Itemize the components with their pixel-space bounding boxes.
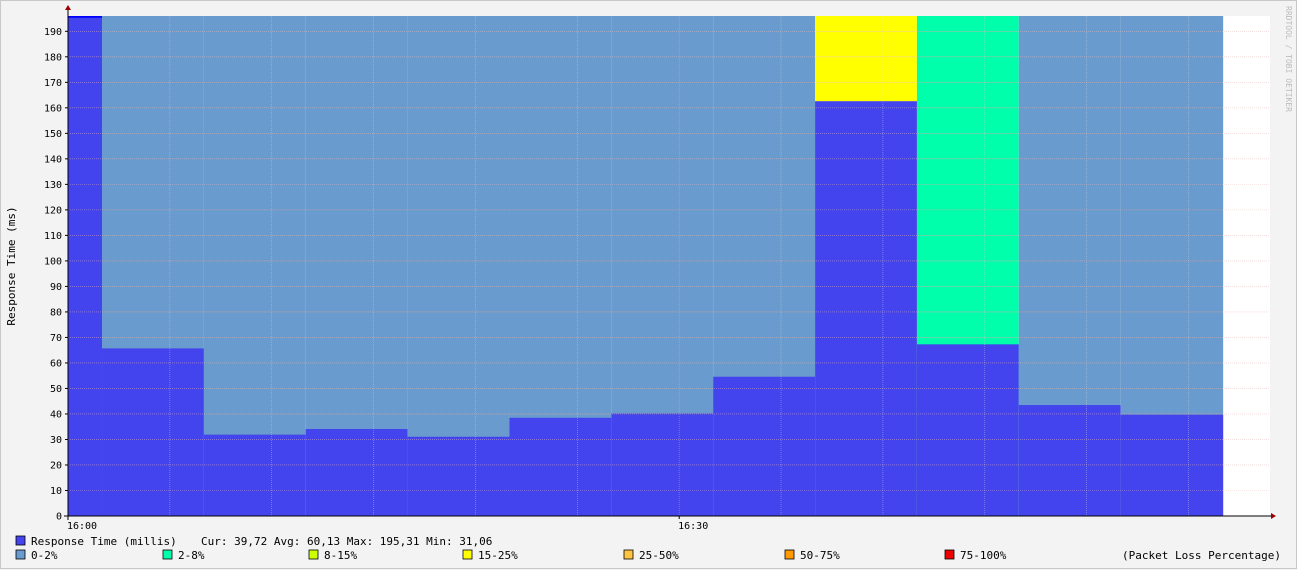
loss-bar-4 — [407, 16, 510, 516]
y-tick-label-150: 150 — [44, 129, 62, 140]
legend-swatch-loss-6 — [944, 549, 955, 560]
x-tick-label-1: 16:30 — [678, 521, 708, 532]
legend-loss-label-3: 15-25% — [478, 549, 518, 562]
y-tick-label-0: 0 — [56, 512, 62, 523]
loss-bars — [68, 16, 1224, 517]
legend-swatch-loss-3 — [462, 549, 473, 560]
x-axis-arrow — [1271, 513, 1276, 519]
legend-response-stats: Cur: 39,72 Avg: 60,13 Max: 195,31 Min: 3… — [201, 535, 492, 548]
response-bar-4 — [407, 436, 510, 516]
legend-swatch-response — [15, 535, 26, 546]
loss-bar-2 — [203, 16, 306, 516]
response-bar-11 — [1120, 414, 1224, 516]
response-bar-8 — [815, 101, 917, 517]
legend-swatch-loss-1 — [162, 549, 173, 560]
y-tick-label-70: 70 — [50, 333, 62, 344]
x-tick-label-0: 16:00 — [67, 521, 97, 532]
legend-loss-label-1: 2-8% — [178, 549, 205, 562]
legend-loss-caption: (Packet Loss Percentage) — [1122, 549, 1281, 562]
watermark: RRDTOOL / TOBI OETIKER — [1284, 6, 1293, 112]
response-bar-7 — [713, 376, 816, 516]
y-tick-label-170: 170 — [44, 78, 62, 89]
y-tick-label-180: 180 — [44, 52, 62, 63]
x-tick-labels: 16:00 16:30 — [67, 516, 708, 532]
y-tick-label-40: 40 — [50, 409, 62, 420]
grid-lines — [68, 16, 1270, 516]
legend-loss-label-5: 50-75% — [800, 549, 840, 562]
y-tick-label-50: 50 — [50, 384, 62, 395]
response-bar-5 — [509, 417, 612, 516]
response-bar-0 — [68, 17, 103, 517]
y-tick-label-190: 190 — [44, 27, 62, 38]
legend-swatch-loss-2 — [308, 549, 319, 560]
response-bar-9 — [916, 344, 1019, 516]
legend-loss-label-4: 25-50% — [639, 549, 679, 562]
y-tick-label-60: 60 — [50, 358, 62, 369]
y-tick-label-120: 120 — [44, 205, 62, 216]
legend: Response Time (millis) Cur: 39,72 Avg: 6… — [15, 535, 1281, 562]
y-tick-label-140: 140 — [44, 154, 62, 165]
y-tick-label-10: 10 — [50, 486, 62, 497]
y-tick-label-90: 90 — [50, 282, 62, 293]
y-axis-label: Response Time (ms) — [5, 206, 18, 325]
axes — [64, 5, 1276, 520]
legend-loss-items: 0-2% 2-8% 8-15% 15-25% 25-50% 50-75% 75-100% — [15, 549, 1007, 562]
y-tick-label-100: 100 — [44, 256, 62, 267]
legend-loss-label-2: 8-15% — [324, 549, 357, 562]
response-bar-1 — [102, 348, 204, 516]
legend-loss-label-6: 75-100% — [960, 549, 1007, 562]
y-tick-label-30: 30 — [50, 435, 62, 446]
y-tick-label-20: 20 — [50, 460, 62, 471]
y-tick-label-130: 130 — [44, 180, 62, 191]
legend-swatch-loss-0 — [15, 549, 26, 560]
legend-loss-label-0: 0-2% — [31, 549, 58, 562]
y-axis-arrow — [65, 5, 71, 10]
legend-response-label: Response Time (millis) — [31, 535, 177, 548]
response-bar-2 — [203, 434, 306, 516]
legend-swatch-loss-5 — [784, 549, 795, 560]
legend-swatch-loss-4 — [623, 549, 634, 560]
response-bar-10 — [1018, 405, 1121, 516]
y-tick-label-110: 110 — [44, 231, 62, 242]
y-tick-labels: 0 10 20 30 40 50 60 70 80 90 100 110 120 130 140 150 160… — [44, 27, 68, 523]
y-tick-label-80: 80 — [50, 307, 62, 318]
y-tick-label-160: 160 — [44, 103, 62, 114]
response-bar-3 — [305, 429, 408, 516]
